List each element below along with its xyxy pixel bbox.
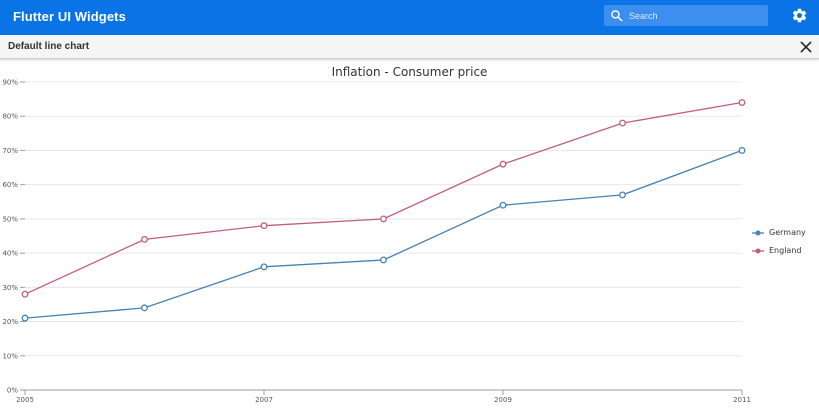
x-tick-label: 2005: [16, 396, 34, 404]
data-point-england: [499, 160, 507, 168]
y-tick-label: 90%: [2, 79, 18, 87]
legend-label: England: [769, 246, 802, 255]
gear-icon[interactable]: [791, 7, 808, 24]
data-point-germany: [141, 304, 148, 312]
search-box[interactable]: [604, 5, 768, 26]
series-line-germany: [24, 149, 743, 319]
data-point-england: [619, 119, 626, 127]
close-icon[interactable]: [799, 40, 813, 54]
app-title: Flutter UI Widgets: [13, 9, 126, 24]
legend-marker-icon: [752, 248, 764, 254]
data-point-germany: [380, 256, 387, 264]
app-bar: Flutter UI Widgets: [0, 0, 819, 35]
legend-item-england[interactable]: England: [752, 244, 816, 262]
sub-header-title: Default line chart: [8, 41, 90, 52]
data-point-germany: [619, 191, 626, 199]
search-icon: [611, 10, 623, 22]
data-point-germany: [738, 146, 746, 154]
chart-legend: Germany England: [752, 226, 816, 262]
legend-label: Germany: [769, 228, 806, 237]
series-line-england: [24, 101, 743, 295]
y-tick-label: 20%: [2, 318, 18, 326]
y-tick-label: 30%: [2, 284, 18, 292]
x-tick-label: 2011: [733, 396, 751, 404]
data-point-germany: [499, 201, 507, 209]
sub-header: Default line chart: [0, 35, 819, 59]
chart-title: Inflation - Consumer price: [331, 65, 488, 79]
y-tick-label: 10%: [2, 352, 18, 360]
y-tick-label: 80%: [2, 113, 18, 121]
y-tick-label: 0%: [7, 387, 18, 395]
data-point-england: [260, 222, 268, 230]
data-point-england: [738, 99, 746, 106]
y-tick-label: 40%: [2, 250, 18, 258]
data-point-germany: [21, 314, 29, 322]
data-point-england: [21, 290, 29, 298]
x-tick-label: 2007: [255, 396, 273, 404]
search-input[interactable]: [629, 8, 761, 23]
data-point-england: [380, 215, 387, 223]
x-tick-label: 2009: [494, 396, 512, 404]
legend-item-germany[interactable]: Germany: [752, 226, 816, 244]
y-tick-label: 70%: [2, 147, 18, 155]
chart-plot-area: 0% 10% 20% 30% 40% 50% 60% 70% 80% 90% 2005 2007 200…: [2, 79, 751, 405]
legend-marker-icon: [752, 230, 764, 236]
y-tick-label: 60%: [2, 181, 18, 189]
data-point-germany: [260, 263, 268, 271]
line-chart: Inflation - Consumer price 0% 10% 20% 30% 40…: [0, 60, 819, 410]
y-tick-label: 50%: [2, 215, 18, 223]
data-point-england: [141, 235, 148, 243]
